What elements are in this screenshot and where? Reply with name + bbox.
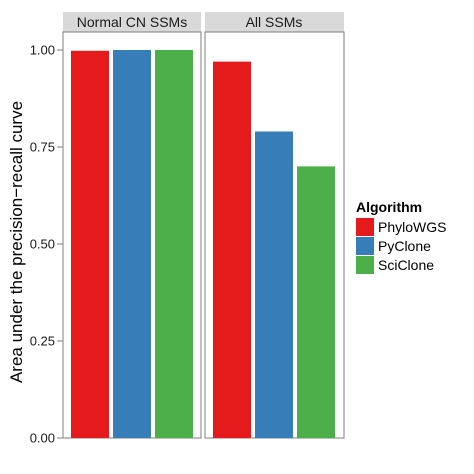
y-tick-label: 0.00 bbox=[30, 431, 55, 446]
y-axis: 0.00 0.25 0.50 0.75 1.00 bbox=[30, 43, 63, 446]
legend-label-phylowgs: PhyloWGS bbox=[378, 219, 446, 235]
legend-label-pyclone: PyClone bbox=[378, 238, 431, 254]
strip-label: All SSMs bbox=[246, 14, 303, 30]
y-axis-label: Area under the precision−recall curve bbox=[7, 101, 26, 383]
bar-pyclone bbox=[113, 50, 151, 438]
strip-background bbox=[205, 12, 344, 32]
bars-group bbox=[71, 50, 193, 438]
bar-phylowgs bbox=[71, 50, 109, 438]
facet-panel-normal-cn: Normal CN SSMs bbox=[62, 12, 202, 439]
y-tick-label: 1.00 bbox=[30, 43, 55, 58]
legend-key-sciclone bbox=[356, 256, 374, 274]
y-tick-label: 0.75 bbox=[30, 140, 55, 155]
bar-pyclone bbox=[255, 131, 293, 439]
legend-items: PhyloWGS PyClone SciClone bbox=[356, 218, 446, 274]
y-tick-label: 0.50 bbox=[30, 237, 55, 252]
strip-background bbox=[63, 12, 201, 32]
legend: Algorithm PhyloWGS PyClone SciClone bbox=[356, 199, 446, 274]
bars-group bbox=[213, 61, 335, 439]
y-tick-label: 0.25 bbox=[30, 334, 55, 349]
strip-label: Normal CN SSMs bbox=[77, 14, 187, 30]
legend-label-sciclone: SciClone bbox=[378, 257, 434, 273]
facet-panel-all-ssms: All SSMs bbox=[204, 12, 345, 439]
bar-sciclone bbox=[297, 166, 335, 438]
legend-key-pyclone bbox=[356, 237, 374, 255]
legend-title: Algorithm bbox=[356, 199, 422, 215]
bar-phylowgs bbox=[213, 61, 251, 438]
bar-sciclone bbox=[155, 50, 193, 438]
legend-key-phylowgs bbox=[356, 218, 374, 236]
